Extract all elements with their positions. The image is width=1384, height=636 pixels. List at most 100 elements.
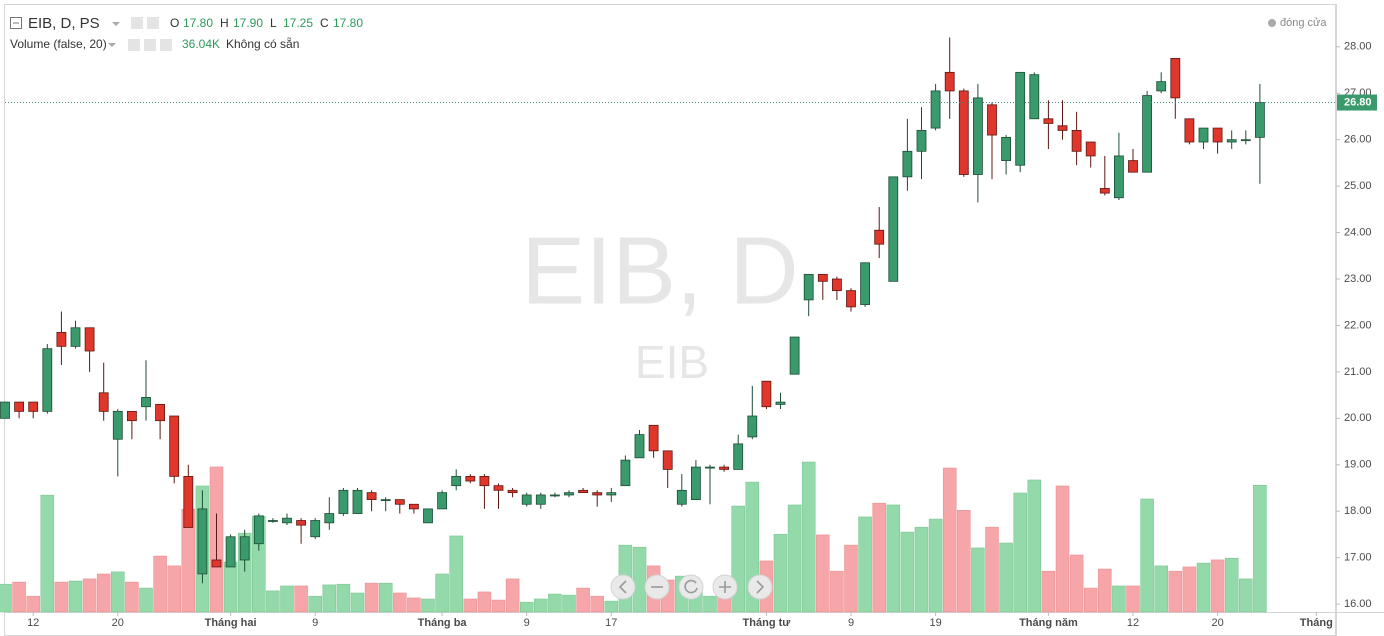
volume-bar <box>1182 566 1197 613</box>
volume-bar <box>1013 492 1027 613</box>
ohlc-value: 17.80 <box>333 16 363 30</box>
zoom-in[interactable] <box>712 574 738 600</box>
candle-body <box>1043 118 1054 124</box>
volume-bar <box>407 597 421 613</box>
candle-body <box>676 489 687 505</box>
volume-bar <box>985 526 999 613</box>
volume-bar <box>971 547 985 613</box>
settings-icon[interactable] <box>147 17 159 29</box>
x-tick-label: 9 <box>312 617 318 629</box>
candle-body <box>42 348 53 412</box>
volume-bar <box>1196 562 1211 613</box>
candle-body <box>14 401 25 412</box>
settings-icon[interactable] <box>144 39 156 51</box>
volume-bar <box>562 594 576 613</box>
x-tick-label: Tháng năm <box>1019 617 1078 629</box>
candle-body <box>564 492 574 496</box>
candle-body <box>127 410 137 422</box>
zoom-out[interactable] <box>644 574 670 600</box>
candle-body <box>634 434 645 459</box>
volume-bar <box>449 535 463 613</box>
candle-body <box>338 489 349 514</box>
candle-body <box>916 129 927 152</box>
y-tick-label: 16.00 <box>1344 598 1372 610</box>
volume-bar <box>463 598 478 613</box>
candle-body <box>197 508 208 575</box>
volume-bar <box>519 601 534 613</box>
eye-icon[interactable] <box>131 17 143 29</box>
x-tick-label: Tháng tư <box>743 617 791 629</box>
volume-bar <box>703 595 717 613</box>
volume-bar <box>12 581 26 613</box>
candle-body <box>408 503 419 510</box>
volume-bar <box>942 467 957 613</box>
source-dot <box>1268 19 1276 27</box>
volume-bar <box>914 526 929 613</box>
candle-body <box>578 489 588 494</box>
scroll-right[interactable] <box>747 574 773 600</box>
dropdown-arrow[interactable] <box>112 22 120 26</box>
candle-body <box>535 494 546 505</box>
candle-body <box>1170 58 1181 99</box>
candle-body <box>705 466 715 469</box>
candle-body <box>70 327 81 347</box>
dropdown-arrow[interactable] <box>108 43 116 47</box>
volume-bar <box>505 578 520 613</box>
candle-body <box>606 492 617 496</box>
candle-body <box>352 489 363 514</box>
candle-body <box>775 401 786 405</box>
y-tick-label: 23.00 <box>1344 273 1372 285</box>
candle-body <box>310 520 321 538</box>
candle-body <box>56 332 67 347</box>
y-tick-label: 25.00 <box>1344 180 1372 192</box>
volume-bar <box>491 599 506 613</box>
collapse-icon[interactable] <box>10 17 22 29</box>
volume-bar <box>1083 587 1098 613</box>
candle-body <box>733 443 744 470</box>
volume-bar <box>801 461 816 613</box>
volume-bar <box>632 546 647 613</box>
volume-bar <box>477 591 492 613</box>
remove-icon[interactable] <box>160 39 172 51</box>
candle-body <box>620 459 631 487</box>
volume-bar <box>280 585 294 613</box>
volume-bar <box>1140 498 1154 613</box>
candle-body <box>1212 127 1223 143</box>
candle-body <box>662 450 673 470</box>
y-tick-label: 19.00 <box>1344 459 1372 471</box>
scroll-left[interactable] <box>610 574 636 600</box>
eye-icon[interactable] <box>128 39 140 51</box>
reset[interactable] <box>678 574 704 600</box>
ohlc-key: O <box>170 16 179 30</box>
candle-body <box>1156 81 1167 92</box>
candle-body <box>1184 118 1195 143</box>
ohlc-value: 17.80 <box>183 16 213 30</box>
candle-body <box>944 71 955 92</box>
candle-body <box>902 150 913 178</box>
volume-bar <box>308 595 322 613</box>
candle-body <box>719 466 729 470</box>
volume-bar <box>364 582 379 613</box>
volume-bar <box>378 582 393 613</box>
candle-body <box>239 536 250 561</box>
volume-bar <box>858 516 872 613</box>
volume-bar <box>1239 578 1253 613</box>
volume-bar <box>421 598 435 613</box>
candle-body <box>860 262 870 305</box>
volume-bar <box>576 587 590 613</box>
candle-body <box>155 404 166 422</box>
volume-bar <box>435 573 449 613</box>
y-tick-label: 28.00 <box>1344 41 1372 53</box>
volume-bar <box>0 583 12 613</box>
x-tick-label: 17 <box>605 617 617 629</box>
candle-body <box>366 492 377 501</box>
candle-body <box>141 397 151 408</box>
volume-bar <box>139 587 153 613</box>
volume-bar <box>886 504 901 613</box>
candle-body <box>648 424 659 452</box>
ohlc-key: H <box>220 16 229 30</box>
y-tick-label: 26.00 <box>1344 134 1372 146</box>
candle-body <box>846 290 856 308</box>
candle-body <box>1114 155 1124 199</box>
candle-layer <box>0 37 1265 584</box>
